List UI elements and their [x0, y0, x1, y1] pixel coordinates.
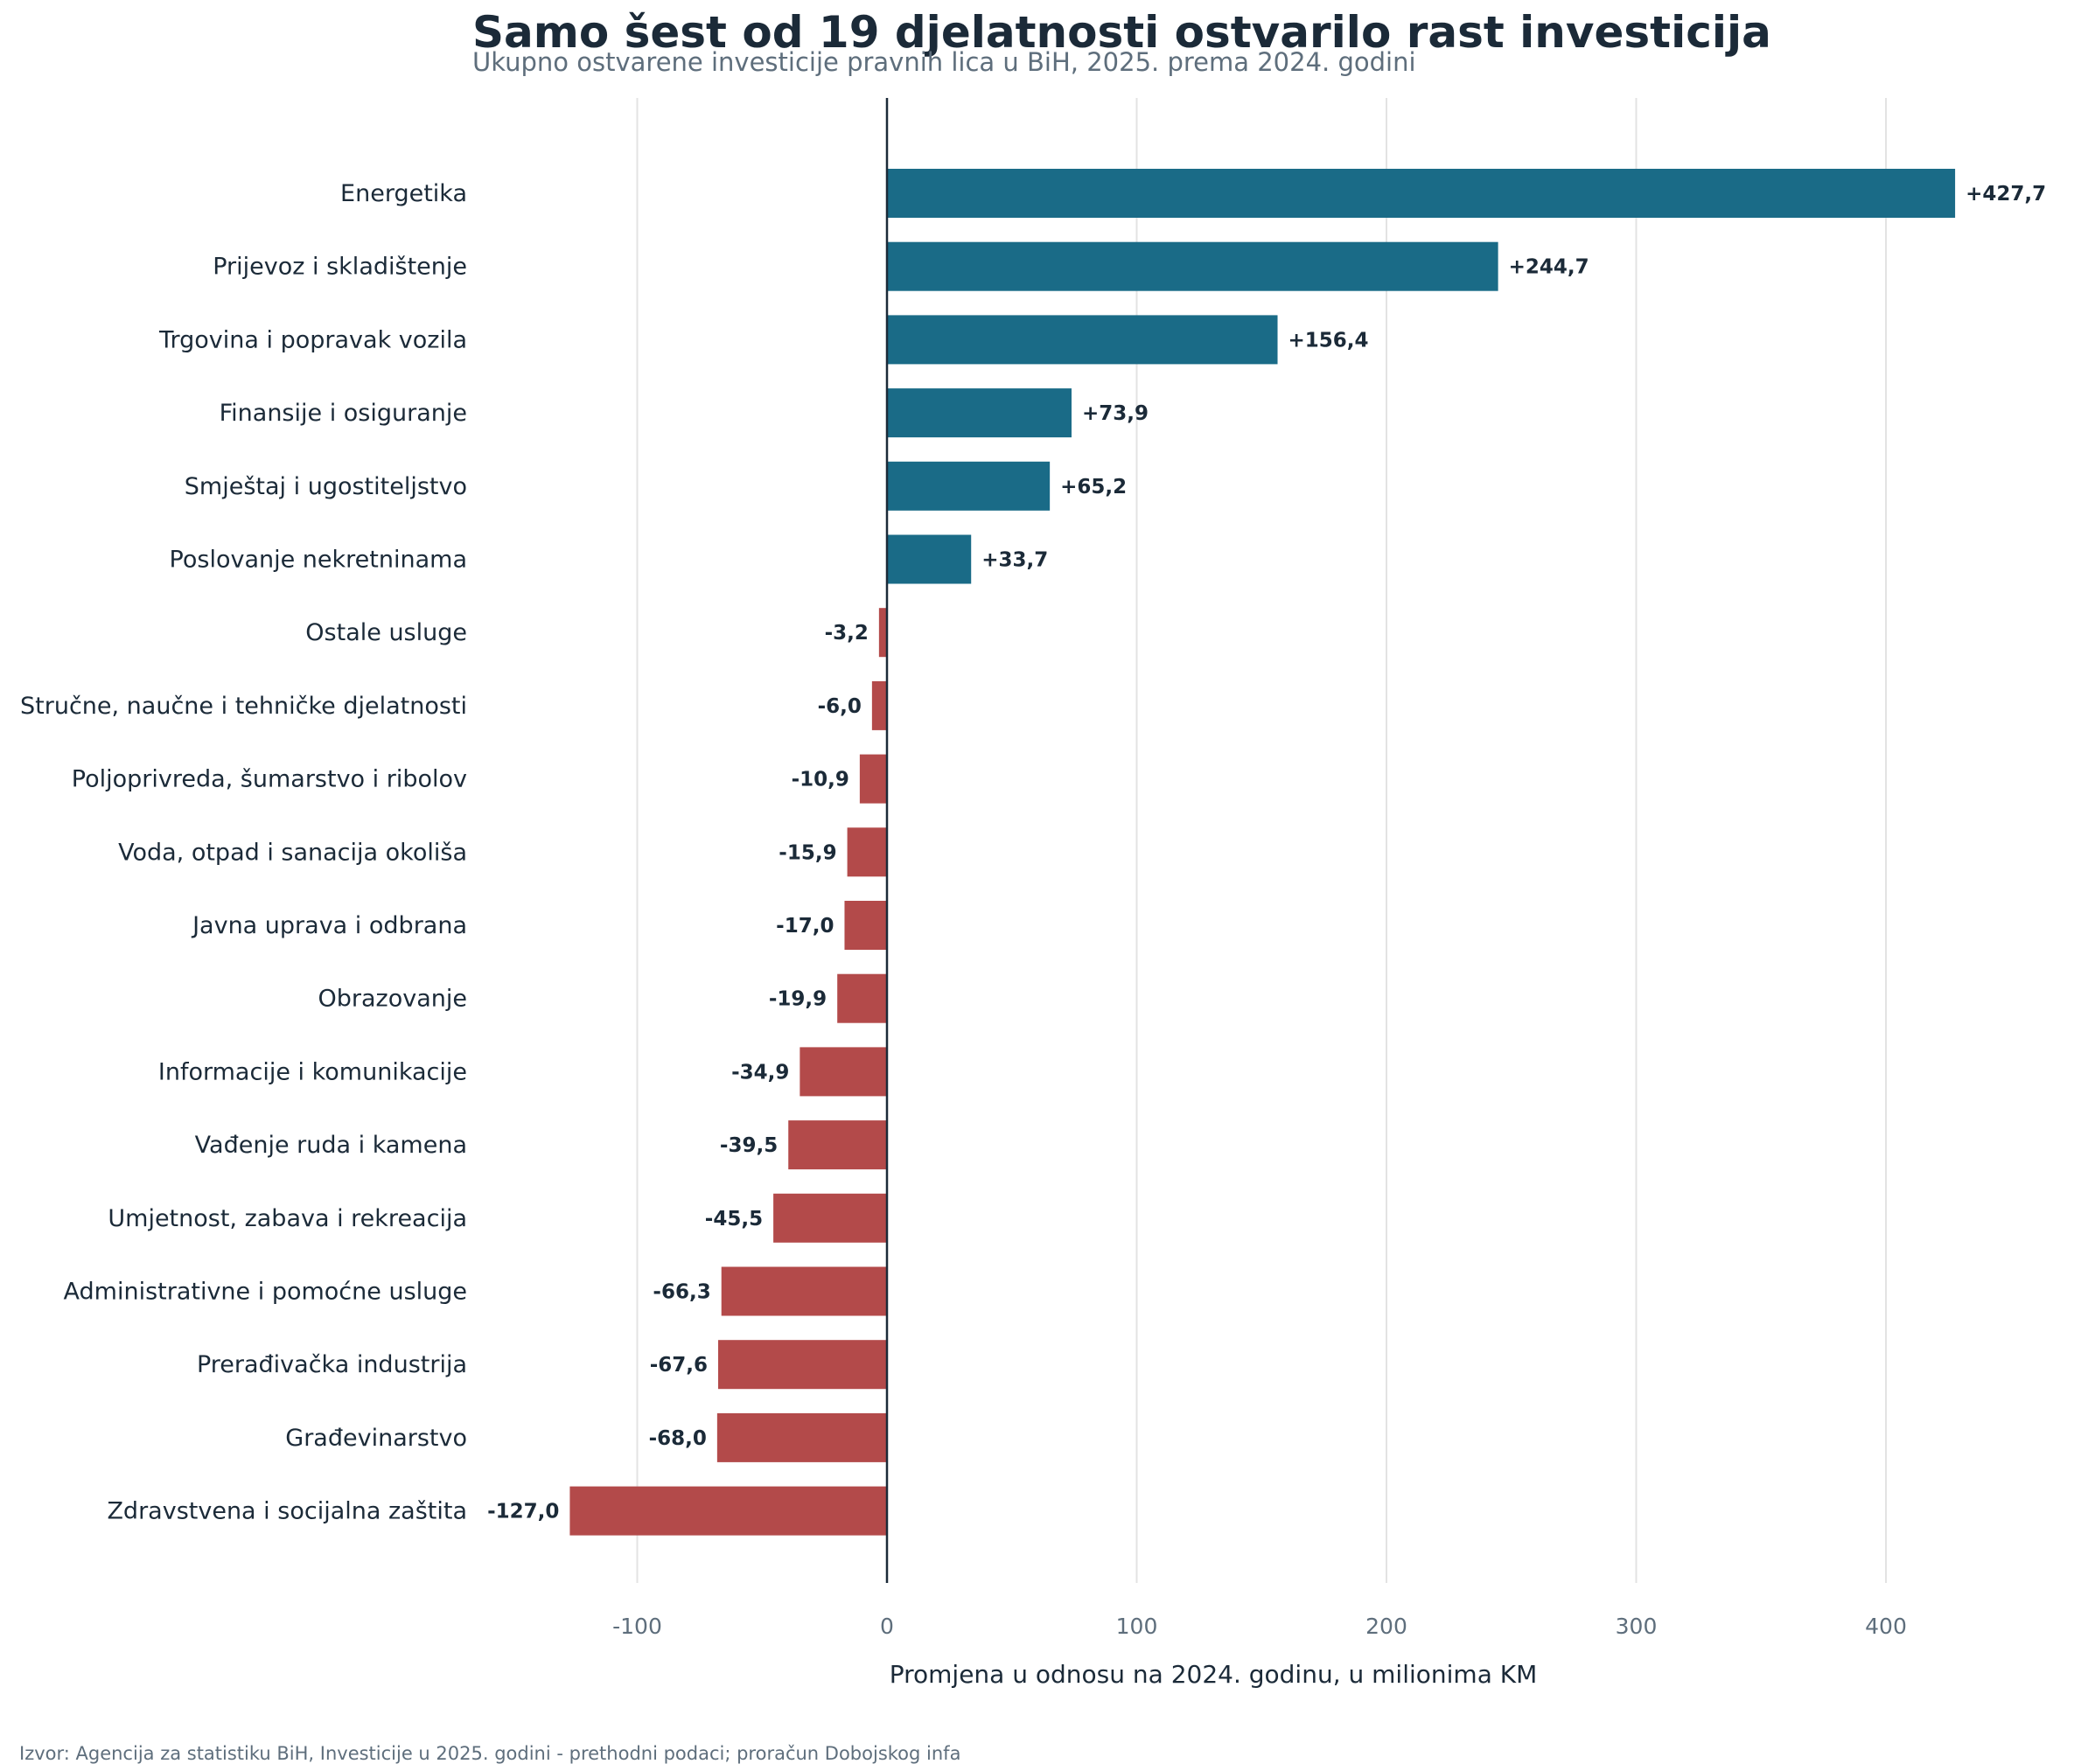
bar [716, 1412, 887, 1462]
grid-lines [636, 98, 1887, 1583]
data-label: -3,2 [825, 622, 869, 645]
x-axis-title: Promjena u odnosu na 2024. godinu, u mil… [890, 1660, 1538, 1689]
data-label: +156,4 [1288, 329, 1369, 352]
category-label: Ostale usluge [305, 619, 467, 646]
data-label: +73,9 [1082, 402, 1149, 425]
data-label: -10,9 [792, 769, 849, 791]
category-label: Javna uprava i odbrana [191, 912, 467, 939]
category-label: Zdravstvena i socijalna zaštita [107, 1498, 467, 1525]
data-label: -17,0 [776, 915, 834, 938]
category-label: Finansije i osiguranje [220, 400, 467, 427]
data-label: -68,0 [649, 1427, 707, 1450]
category-label: Stručne, naučne i tehničke djelatnosti [20, 693, 467, 720]
bar [887, 461, 1051, 511]
bar [569, 1486, 887, 1536]
bar-chart: -100 0 100 200 300 400 Energetika +427,7 Prijevo… [20, 98, 2046, 1689]
data-label: -39,5 [720, 1134, 778, 1157]
category-label: Trgovina i popravak vozila [158, 326, 467, 353]
category-label: Vađenje ruda i kamena [195, 1132, 467, 1159]
data-label: -6,0 [818, 695, 862, 718]
data-label: -15,9 [779, 841, 836, 864]
x-tick-label: 300 [1616, 1614, 1658, 1639]
data-label: +244,7 [1509, 256, 1589, 279]
category-label: Umjetnost, zabava i rekreacija [108, 1205, 467, 1232]
category-label: Voda, otpad i sanacija okoliša [118, 839, 467, 866]
bar [871, 680, 887, 730]
bar [887, 534, 972, 584]
data-label: -34,9 [731, 1061, 789, 1084]
x-tick-label: 0 [880, 1614, 894, 1639]
data-label: +33,7 [981, 549, 1048, 572]
category-label: Poljoprivreda, šumarstvo i ribolov [72, 766, 467, 793]
source-note: Izvor: Agencija za statistiku BiH, Inves… [19, 1743, 961, 1764]
data-label: -66,3 [653, 1281, 710, 1304]
data-label: +427,7 [1966, 183, 2046, 206]
data-label: -127,0 [487, 1501, 559, 1523]
category-label: Informacije i komunikacije [158, 1058, 467, 1085]
data-label: -45,5 [705, 1208, 763, 1231]
data-label: +65,2 [1060, 476, 1127, 499]
data-label: -19,9 [769, 988, 827, 1011]
bar [887, 169, 1956, 218]
bar [887, 315, 1278, 365]
chart-subtitle: Ukupno ostvarene investicije pravnih lic… [472, 47, 1416, 77]
category-label: Administrativne i pomoćne usluge [64, 1279, 467, 1306]
labels: -100 0 100 200 300 400 Energetika +427,7 Prijevo… [20, 180, 2046, 1639]
bar [847, 827, 887, 877]
bar [859, 754, 887, 804]
x-tick-label: 200 [1365, 1614, 1407, 1639]
category-label: Građevinarstvo [285, 1425, 467, 1452]
data-label: -67,6 [650, 1354, 708, 1377]
category-label: Prerađivačka industrija [197, 1351, 467, 1378]
x-tick-label: 400 [1865, 1614, 1907, 1639]
bar [718, 1340, 887, 1390]
bar [878, 608, 887, 658]
bars [569, 169, 1956, 1536]
category-label: Smještaj i ugostiteljstvo [185, 473, 467, 500]
bar [887, 388, 1072, 438]
bar [721, 1266, 887, 1316]
bar [887, 241, 1498, 291]
bar [844, 901, 887, 950]
bar [788, 1120, 887, 1170]
bar [773, 1193, 887, 1243]
chart-title: Samo šest od 19 djelatnosti ostvarilo ra… [472, 7, 1771, 58]
category-label: Poslovanje nekretninama [170, 547, 467, 574]
x-tick-label: 100 [1116, 1614, 1158, 1639]
category-label: Prijevoz i skladištenje [213, 254, 467, 281]
category-label: Energetika [340, 180, 467, 207]
x-tick-label: -100 [612, 1614, 662, 1639]
category-label: Obrazovanje [318, 986, 467, 1013]
bar [837, 973, 887, 1023]
bar [800, 1047, 887, 1097]
